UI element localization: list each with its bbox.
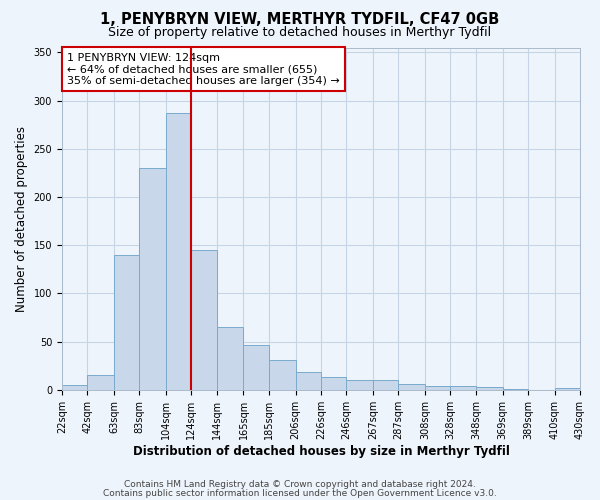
Text: Size of property relative to detached houses in Merthyr Tydfil: Size of property relative to detached ho… <box>109 26 491 39</box>
Bar <box>373 380 398 390</box>
Bar <box>87 376 114 390</box>
Y-axis label: Number of detached properties: Number of detached properties <box>15 126 28 312</box>
Bar <box>321 378 346 390</box>
Bar <box>476 387 503 390</box>
Bar <box>269 360 296 390</box>
Bar <box>244 346 269 390</box>
Bar <box>554 388 580 390</box>
Bar <box>62 385 87 390</box>
Bar <box>346 380 373 390</box>
X-axis label: Distribution of detached houses by size in Merthyr Tydfil: Distribution of detached houses by size … <box>133 444 509 458</box>
Bar <box>139 168 166 390</box>
Text: 1 PENYBRYN VIEW: 124sqm
← 64% of detached houses are smaller (655)
35% of semi-d: 1 PENYBRYN VIEW: 124sqm ← 64% of detache… <box>67 52 340 86</box>
Bar <box>166 113 191 390</box>
Bar <box>425 386 451 390</box>
Bar <box>191 250 217 390</box>
Text: Contains HM Land Registry data © Crown copyright and database right 2024.: Contains HM Land Registry data © Crown c… <box>124 480 476 489</box>
Bar <box>451 386 476 390</box>
Bar <box>398 384 425 390</box>
Text: Contains public sector information licensed under the Open Government Licence v3: Contains public sector information licen… <box>103 488 497 498</box>
Bar <box>296 372 321 390</box>
Bar <box>114 255 139 390</box>
Bar <box>503 389 528 390</box>
Bar <box>217 327 244 390</box>
Text: 1, PENYBRYN VIEW, MERTHYR TYDFIL, CF47 0GB: 1, PENYBRYN VIEW, MERTHYR TYDFIL, CF47 0… <box>100 12 500 28</box>
